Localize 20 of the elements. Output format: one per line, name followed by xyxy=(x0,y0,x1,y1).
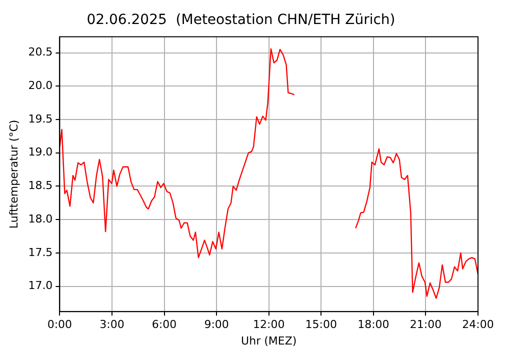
y-tick-label: 17.5 xyxy=(28,246,53,259)
x-axis-title: Uhr (MEZ) xyxy=(241,334,297,348)
x-tick-label: 24:00 xyxy=(462,318,494,332)
y-tick-label: 20.0 xyxy=(28,79,53,92)
y-tick-label: 19.5 xyxy=(28,112,53,126)
x-tick-label: 0:00 xyxy=(47,318,72,332)
y-tick-label: 18.0 xyxy=(28,212,53,226)
y-tick-label: 17.0 xyxy=(28,279,53,292)
y-tick-label: 18.5 xyxy=(28,179,53,192)
chart-title: 02.06.2025 (Meteostation CHN/ETH Zürich) xyxy=(86,12,396,28)
x-tick-label: 15:00 xyxy=(305,318,337,332)
y-tick-label: 20.5 xyxy=(28,46,53,59)
x-tick-label: 21:00 xyxy=(410,318,442,332)
x-tick-label: 12:00 xyxy=(252,318,285,332)
y-tick-label: 19.0 xyxy=(28,146,53,159)
x-tick-label: 18:00 xyxy=(358,318,390,332)
x-tick-label: 3:00 xyxy=(100,318,124,332)
x-tick-label: 6:00 xyxy=(152,318,177,332)
x-tick-label: 9:00 xyxy=(204,318,229,332)
y-axis-title: Lufttemperatur (°C) xyxy=(7,120,20,229)
